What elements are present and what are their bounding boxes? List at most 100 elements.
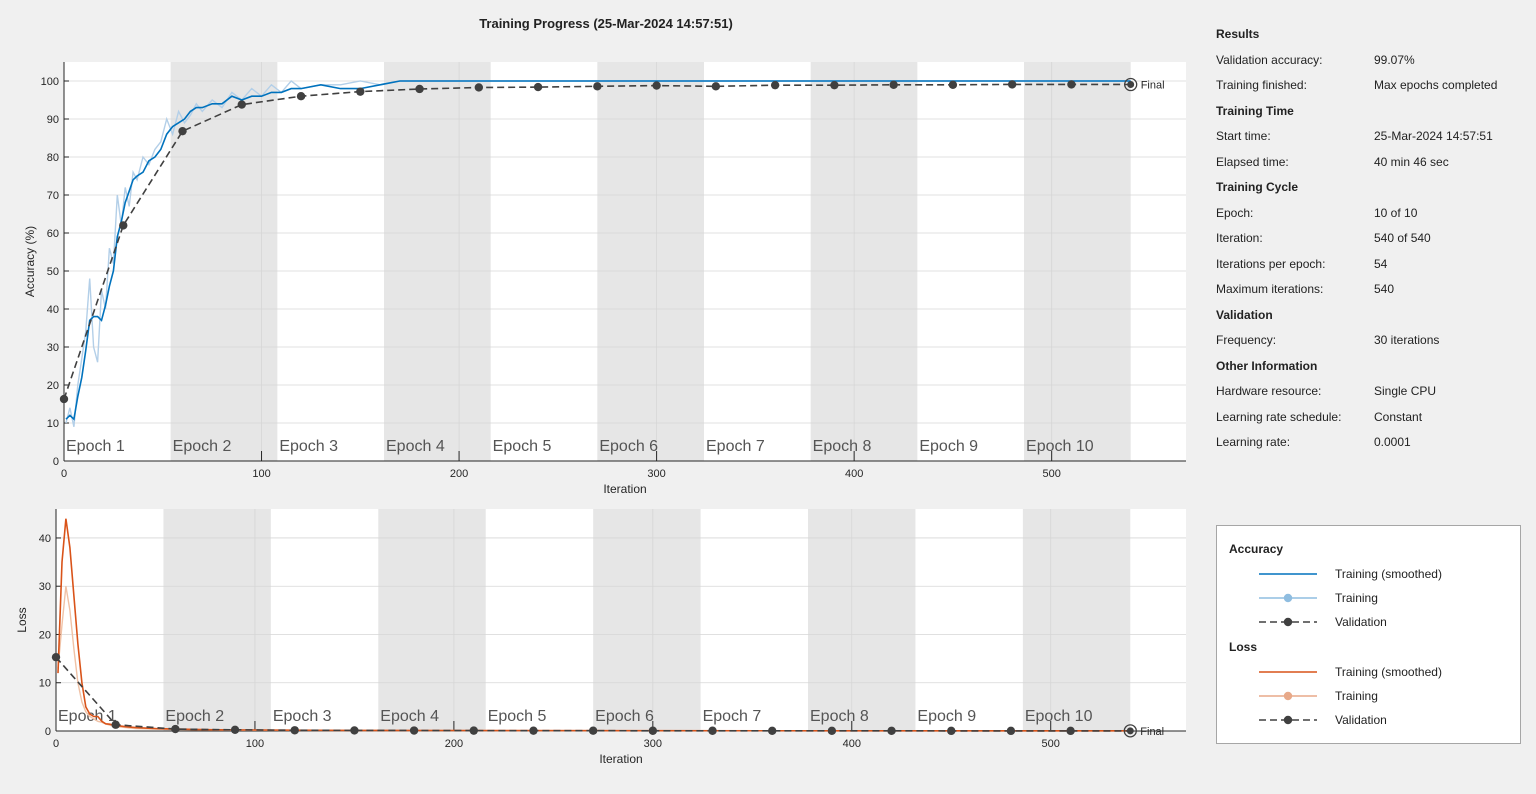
results-row: Iteration: 540 of 540 — [1216, 230, 1526, 256]
x-tick-label: 300 — [647, 468, 665, 480]
results-label: Frequency: — [1216, 333, 1277, 347]
legend-label: Validation — [1335, 713, 1387, 727]
epoch-label: Epoch 9 — [919, 438, 978, 455]
epoch-label: Epoch 10 — [1026, 438, 1094, 455]
validation-point — [111, 720, 120, 729]
validation-point — [469, 726, 478, 735]
loss-plot: Epoch 1 Epoch 2 Epoch 3 Epoch 4 Epoch 5 Epoch… — [15, 509, 1186, 766]
x-axis-label: Iteration — [603, 482, 646, 496]
epoch-label: Epoch 1 — [66, 438, 125, 455]
x-tick-label: 400 — [843, 738, 861, 750]
legend-section-title: Accuracy — [1229, 542, 1284, 556]
validation-point — [588, 726, 598, 735]
y-tick-label: 0 — [53, 456, 59, 468]
epoch-label: Epoch 9 — [917, 708, 976, 725]
validation-point — [529, 726, 538, 735]
final-marker-ring — [1124, 77, 1138, 92]
results-value: 540 — [1374, 282, 1395, 296]
epoch-band — [597, 62, 705, 461]
results-section-title: Training Time — [1216, 103, 1294, 118]
validation-point — [1006, 726, 1016, 736]
results-label: Learning rate schedule: — [1216, 409, 1342, 424]
validation-point — [889, 80, 898, 90]
results-section-title: Results — [1216, 27, 1260, 41]
validation-point — [237, 100, 246, 109]
legend-swatch-icon — [1259, 573, 1317, 575]
x-tick-label: 200 — [450, 468, 468, 480]
results-row: Hardware resource: Single CPU — [1216, 383, 1526, 409]
epoch-label: Epoch 10 — [1025, 708, 1093, 725]
final-marker-ring — [1123, 724, 1137, 738]
validation-point — [119, 221, 128, 230]
epoch-label: Epoch 6 — [595, 708, 654, 725]
results-section-title: Other Information — [1216, 358, 1318, 373]
legend-label: Training (smoothed) — [1335, 665, 1442, 679]
results-row: Epoch: 10 of 10 — [1216, 205, 1526, 231]
results-value: 25-Mar-2024 14:57:51 — [1374, 129, 1493, 143]
validation-point — [59, 394, 69, 404]
results-value: 540 of 540 — [1374, 231, 1431, 245]
results-value: 0.0001 — [1374, 435, 1411, 449]
validation-point — [830, 80, 839, 90]
epoch-label: Epoch 4 — [380, 708, 439, 725]
validation-point — [593, 82, 602, 91]
validation-point — [770, 80, 780, 90]
validation-point — [827, 726, 837, 736]
legend-label: Training (smoothed) — [1335, 567, 1442, 581]
legend-label: Training — [1335, 591, 1378, 605]
epoch-label: Epoch 2 — [165, 708, 224, 725]
validation-point — [533, 82, 543, 92]
legend-entry: Training — [1259, 590, 1378, 606]
y-tick-label: 30 — [47, 342, 59, 354]
results-value: 40 min 46 sec — [1374, 154, 1449, 169]
results-panel: Results Validation accuracy: 99.07% Trainin… — [1216, 26, 1526, 460]
y-tick-label: 90 — [47, 114, 59, 126]
validation-point — [290, 726, 299, 735]
training-plots: Epoch 1 Epoch 2 Epoch 3 Epoch 4 Epoch 5 Epoch… — [15, 62, 1186, 766]
x-tick-label: 400 — [845, 468, 863, 480]
y-tick-label: 10 — [39, 678, 51, 690]
x-tick-label: 0 — [61, 468, 67, 480]
validation-point — [708, 726, 717, 735]
legend-label: Training — [1335, 689, 1378, 703]
epoch-label: Epoch 8 — [813, 438, 872, 455]
results-value: 30 iterations — [1374, 333, 1440, 347]
results-label: Epoch: — [1216, 205, 1254, 220]
validation-point — [1126, 727, 1134, 735]
validation-point — [1127, 81, 1135, 89]
results-row: Elapsed time: 40 min 46 sec — [1216, 154, 1526, 180]
validation-point — [178, 126, 187, 136]
results-label: Elapsed time: — [1216, 154, 1289, 169]
y-axis-label: Accuracy (%) — [23, 226, 37, 297]
results-value: 99.07% — [1374, 52, 1415, 67]
validation-point — [171, 724, 180, 734]
results-label: Start time: — [1216, 129, 1271, 143]
y-tick-label: 40 — [39, 533, 51, 545]
validation-point — [409, 726, 419, 735]
legend-panel: Accuracy Training (smoothed) Training Valid… — [1216, 525, 1521, 744]
results-label: Training finished: — [1216, 78, 1307, 92]
y-tick-label: 60 — [47, 228, 59, 240]
y-axis-label: Loss — [15, 607, 29, 632]
legend-section-title: Loss — [1229, 640, 1258, 654]
results-label: Hardware resource: — [1216, 384, 1322, 398]
x-tick-label: 100 — [246, 738, 264, 750]
y-tick-label: 100 — [41, 76, 59, 88]
validation-point — [1007, 80, 1017, 89]
y-tick-label: 20 — [39, 629, 51, 641]
y-tick-label: 0 — [45, 726, 51, 738]
y-tick-label: 30 — [39, 581, 51, 593]
legend-entry: Training (smoothed) — [1259, 566, 1442, 582]
epoch-label: Epoch 6 — [599, 438, 658, 455]
results-label: Maximum iterations: — [1216, 282, 1324, 296]
epoch-band — [1024, 62, 1131, 461]
validation-point — [1066, 726, 1075, 736]
results-section-title: Training Cycle — [1216, 180, 1299, 194]
legend-swatch-icon — [1259, 593, 1317, 603]
validation-point — [1067, 80, 1076, 89]
results-row: Frequency: 30 iterations — [1216, 332, 1526, 358]
validation-point — [474, 83, 484, 92]
results-row: Validation accuracy: 99.07% — [1216, 52, 1526, 78]
legend-entry: Validation — [1259, 712, 1387, 728]
validation-point — [648, 726, 658, 735]
